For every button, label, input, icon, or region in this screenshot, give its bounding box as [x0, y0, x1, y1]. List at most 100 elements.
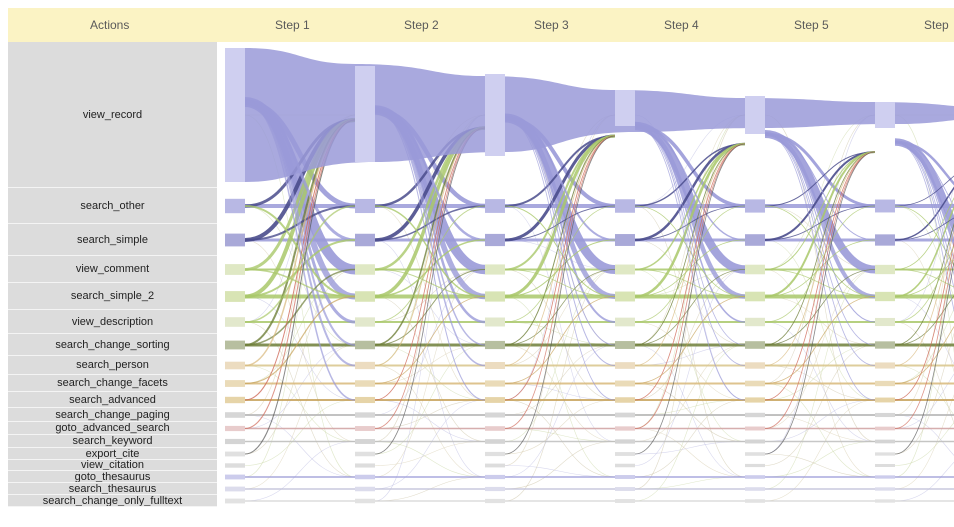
step-node[interactable] — [745, 487, 765, 491]
step-node[interactable] — [485, 362, 505, 369]
action-row-goto-advanced-search[interactable]: goto_advanced_search — [8, 422, 217, 435]
step-node[interactable] — [355, 198, 375, 214]
step-node[interactable] — [745, 412, 765, 418]
action-row-search-thesaurus[interactable]: search_thesaurus — [8, 483, 217, 495]
step-node[interactable] — [355, 426, 375, 431]
action-row-view-citation[interactable]: view_citation — [8, 460, 217, 471]
step-node[interactable] — [225, 474, 245, 480]
step-node[interactable] — [355, 361, 375, 370]
step-node[interactable] — [355, 340, 375, 350]
step-node[interactable] — [485, 426, 505, 431]
step-node[interactable] — [485, 291, 505, 302]
step-node[interactable] — [615, 452, 635, 456]
step-node[interactable] — [485, 439, 505, 444]
step-node[interactable] — [745, 439, 765, 444]
action-row-search-advanced[interactable]: search_advanced — [8, 392, 217, 408]
step-node[interactable] — [745, 317, 765, 327]
step-node[interactable] — [355, 474, 375, 480]
step-node[interactable] — [875, 464, 895, 467]
step-node[interactable] — [225, 233, 245, 247]
step-node[interactable] — [355, 463, 375, 468]
step-node[interactable] — [745, 475, 765, 479]
step-node[interactable] — [745, 362, 765, 369]
step-node-view-record[interactable] — [875, 102, 895, 128]
step-node[interactable] — [225, 396, 245, 404]
step-node[interactable] — [615, 397, 635, 403]
step-node-view-record[interactable] — [615, 90, 635, 126]
step-node[interactable] — [875, 199, 895, 213]
step-node[interactable] — [485, 451, 505, 457]
step-node[interactable] — [875, 380, 895, 387]
action-row-search-change-only-fulltext[interactable]: search_change_only_fulltext — [8, 495, 217, 507]
step-node[interactable] — [875, 452, 895, 456]
step-node[interactable] — [745, 234, 765, 246]
step-node[interactable] — [615, 291, 635, 302]
step-node[interactable] — [355, 396, 375, 404]
step-node[interactable] — [615, 412, 635, 418]
step-node[interactable] — [875, 397, 895, 403]
step-node[interactable] — [485, 474, 505, 480]
step-node[interactable] — [875, 475, 895, 479]
action-row-view-record[interactable]: view_record — [8, 42, 217, 188]
step-node[interactable] — [615, 264, 635, 275]
step-node[interactable] — [875, 291, 895, 302]
action-row-goto-thesaurus[interactable]: goto_thesaurus — [8, 471, 217, 483]
step-node[interactable] — [485, 397, 505, 403]
step-node[interactable] — [225, 380, 245, 387]
step-node[interactable] — [875, 362, 895, 369]
step-node[interactable] — [875, 412, 895, 418]
step-node[interactable] — [485, 340, 505, 350]
step-node-view-record[interactable] — [355, 66, 375, 162]
action-row-search-change-sorting[interactable]: search_change_sorting — [8, 334, 217, 356]
step-node-view-record[interactable] — [745, 96, 765, 134]
step-node[interactable] — [225, 361, 245, 370]
step-node[interactable] — [485, 380, 505, 387]
step-node[interactable] — [355, 291, 375, 302]
step-node[interactable] — [355, 380, 375, 387]
step-node[interactable] — [225, 486, 245, 492]
step-node[interactable] — [615, 380, 635, 387]
step-node[interactable] — [225, 198, 245, 214]
step-node[interactable] — [355, 439, 375, 444]
step-node[interactable] — [485, 498, 505, 504]
step-node[interactable] — [485, 264, 505, 275]
step-node[interactable] — [485, 412, 505, 418]
step-node[interactable] — [225, 498, 245, 504]
action-row-search-change-facets[interactable]: search_change_facets — [8, 375, 217, 392]
action-row-view-description[interactable]: view_description — [8, 310, 217, 334]
step-node[interactable] — [355, 412, 375, 418]
step-node[interactable] — [745, 199, 765, 213]
step-node[interactable] — [355, 486, 375, 492]
step-node[interactable] — [875, 439, 895, 444]
step-node[interactable] — [875, 341, 895, 349]
step-node[interactable] — [745, 341, 765, 349]
step-node[interactable] — [225, 264, 245, 275]
step-node[interactable] — [355, 233, 375, 247]
step-node[interactable] — [615, 317, 635, 327]
step-node[interactable] — [225, 438, 245, 445]
action-row-export-cite[interactable]: export_cite — [8, 448, 217, 460]
step-node[interactable] — [615, 475, 635, 479]
action-row-search-other[interactable]: search_other — [8, 188, 217, 224]
step-node[interactable] — [485, 463, 505, 468]
step-node[interactable] — [615, 362, 635, 369]
step-node[interactable] — [225, 340, 245, 350]
step-node[interactable] — [225, 291, 245, 302]
step-node[interactable] — [875, 317, 895, 327]
step-node[interactable] — [355, 264, 375, 275]
step-node[interactable] — [355, 317, 375, 327]
action-row-search-simple-2[interactable]: search_simple_2 — [8, 283, 217, 310]
step-node[interactable] — [615, 426, 635, 431]
step-node[interactable] — [355, 498, 375, 504]
step-node[interactable] — [875, 426, 895, 431]
step-node[interactable] — [615, 499, 635, 503]
step-node[interactable] — [875, 264, 895, 275]
step-node[interactable] — [615, 199, 635, 213]
step-node[interactable] — [615, 439, 635, 444]
step-node[interactable] — [875, 487, 895, 491]
step-node[interactable] — [225, 451, 245, 457]
step-node[interactable] — [225, 463, 245, 468]
action-row-search-keyword[interactable]: search_keyword — [8, 435, 217, 448]
step-node-view-record[interactable] — [225, 48, 245, 182]
step-node-view-record[interactable] — [485, 74, 505, 156]
